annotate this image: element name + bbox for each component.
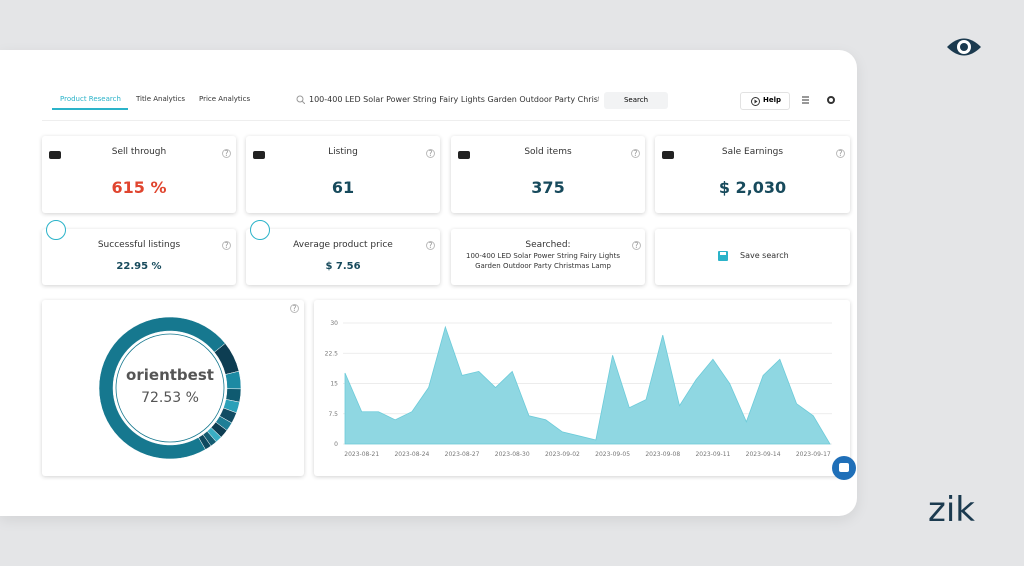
brand: zik (928, 490, 975, 530)
donut-slice (225, 370, 242, 390)
x-tick-label: 2023-08-30 (495, 451, 530, 458)
stat-card: Sale Earnings $ 2,030? (655, 136, 850, 213)
stat-card: Sold items 375? (451, 136, 645, 213)
info-icon[interactable]: ? (836, 149, 845, 158)
searched-label: Searched: (525, 240, 571, 250)
stat-card: Successful listings 22.95 %? (42, 220, 236, 285)
x-tick-label: 2023-09-05 (595, 451, 630, 458)
stat-value: 615 % (111, 178, 167, 197)
x-tick-label: 2023-09-11 (695, 451, 730, 458)
stat-label: Successful listings (97, 240, 181, 250)
donut-slice (198, 434, 212, 450)
stat-icon (252, 146, 266, 159)
stat-icon (661, 146, 675, 159)
eye-logo (947, 38, 981, 56)
donut-slice (98, 316, 226, 460)
info-icon[interactable]: ? (632, 241, 641, 250)
stat-value: 22.95 % (116, 261, 162, 272)
area (344, 325, 831, 445)
searched-query: 100-400 LED Solar Power String Fairy Lig… (466, 252, 620, 270)
tab-underline (52, 108, 128, 110)
tab[interactable]: Product Research (60, 95, 121, 103)
stat-label: Sold items (524, 147, 572, 157)
x-tick-label: 2023-08-27 (445, 451, 480, 458)
x-tick-label: 2023-08-21 (344, 451, 379, 458)
stat-icon (48, 146, 62, 159)
y-tick-label: 7.5 (328, 411, 338, 418)
stat-label: Average product price (293, 240, 393, 250)
help-button[interactable]: Help (740, 92, 790, 110)
header-icons (802, 96, 835, 104)
stat-label: Listing (328, 147, 358, 157)
x-tick-label: 2023-09-14 (746, 451, 781, 458)
y-tick-label: 30 (330, 320, 338, 327)
play-icon (751, 97, 760, 106)
stat-value: 61 (331, 178, 355, 197)
y-tick-label: 22.5 (325, 350, 339, 357)
chat-button[interactable] (832, 456, 856, 480)
info-icon[interactable]: ? (222, 241, 231, 250)
info-icon[interactable]: ? (222, 149, 231, 158)
tab[interactable]: Price Analytics (199, 95, 251, 103)
inner-ring (115, 333, 225, 443)
badge-icon (250, 220, 270, 240)
stat-value: $ 2,030 (718, 178, 787, 197)
stat-value: 375 (531, 178, 565, 197)
help-label: Help (763, 96, 782, 104)
stat-card: Average product price $ 7.56? (246, 220, 440, 285)
stat-card: Listing 61? (246, 136, 440, 213)
y-tick-label: 0 (334, 441, 338, 448)
save-search-label: Save search (740, 251, 789, 260)
stat-value: $ 7.56 (325, 261, 361, 272)
divider (42, 120, 850, 121)
info-icon[interactable]: ? (631, 149, 640, 158)
search-button[interactable]: Search (604, 92, 668, 109)
stat-label: Sale Earnings (721, 147, 784, 157)
save-icon (718, 251, 728, 261)
stat-label: Sell through (111, 147, 167, 157)
badge-icon (46, 220, 66, 240)
searched-card: Searched: 100-400 LED Solar Power String… (451, 229, 645, 285)
info-icon[interactable]: ? (426, 241, 435, 250)
donut-value: 72.53 % (141, 390, 199, 406)
info-icon[interactable]: ? (426, 149, 435, 158)
stat-card: Sell through 615 %? (42, 136, 236, 213)
info-icon[interactable]: ? (290, 304, 299, 313)
save-search-card[interactable]: Save search (655, 229, 850, 285)
donut-label: orientbest (126, 366, 214, 384)
x-tick-label: 2023-09-08 (645, 451, 680, 458)
search-icon (296, 95, 305, 104)
chat-icon (839, 463, 849, 472)
stat-icon (457, 146, 471, 159)
search-input[interactable]: 100-400 LED Solar Power String Fairy Lig… (309, 95, 599, 104)
tab[interactable]: Title Analytics (136, 95, 186, 103)
x-tick-label: 2023-09-02 (545, 451, 580, 458)
x-tick-label: 2023-09-17 (796, 451, 831, 458)
y-tick-label: 15 (330, 381, 338, 388)
x-tick-label: 2023-08-24 (394, 451, 429, 458)
